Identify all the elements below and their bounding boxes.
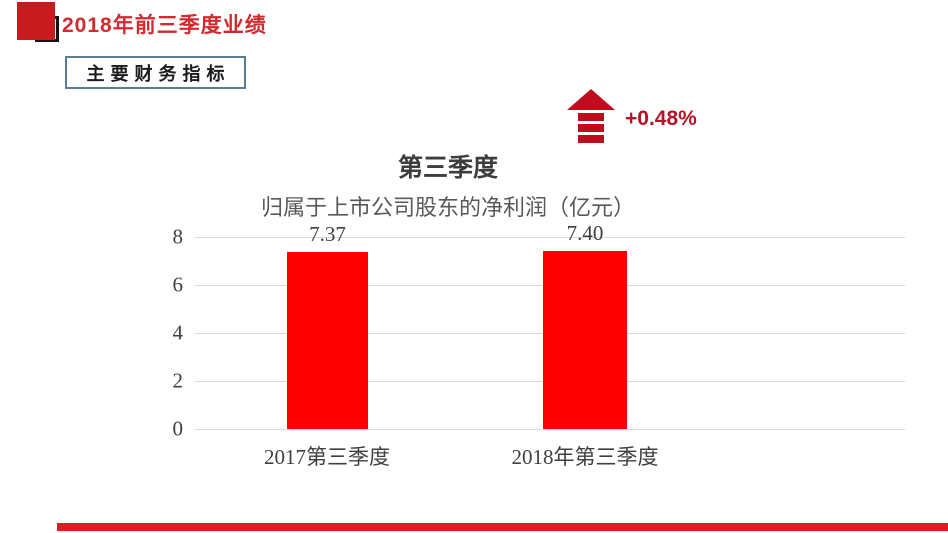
chart-header: 第三季度 归属于上市公司股东的净利润（亿元） — [0, 148, 896, 222]
bar-chart-plot-area: 8 6 4 2 0 7.37 7.40 2017第三季度 2018年第三季度 — [173, 223, 905, 469]
arrow-stripe — [578, 124, 604, 132]
slide-title: 2018年前三季度业绩 — [62, 14, 267, 37]
bar-2017-q3 — [287, 252, 368, 429]
up-arrow-icon — [567, 89, 615, 145]
section-label-box: 主要财务指标 — [65, 56, 246, 89]
bar-group-2017: 7.37 — [287, 224, 368, 429]
bar-2018-q3 — [543, 251, 627, 429]
chart-subtitle: 归属于上市公司股东的净利润（亿元） — [260, 195, 635, 220]
footer-accent-bar — [57, 523, 948, 531]
y-tick-label: 8 — [172, 224, 184, 249]
bar-value-label: 7.37 — [309, 222, 346, 247]
gridline: 8 — [173, 226, 905, 247]
chart-title: 第三季度 — [397, 155, 498, 182]
bar-group-2018: 7.40 — [543, 223, 627, 429]
section-label: 主要财务指标 — [86, 63, 231, 84]
gridline: 0 — [173, 418, 905, 439]
bar-value-label: 7.40 — [566, 221, 604, 246]
x-category-label: 2018年第三季度 — [511, 445, 659, 469]
x-category-label: 2017第三季度 — [264, 445, 390, 469]
arrow-stripe — [578, 113, 604, 121]
arrow-head — [567, 89, 615, 110]
change-percent: +0.48% — [625, 107, 697, 130]
y-tick-label: 4 — [172, 320, 184, 345]
logo-red-square — [17, 2, 55, 40]
y-tick-label: 0 — [172, 416, 184, 441]
arrow-stripe — [578, 135, 604, 143]
y-tick-label: 2 — [172, 368, 184, 393]
change-indicator: +0.48% — [567, 89, 757, 145]
y-tick-label: 6 — [172, 272, 184, 297]
slide-logo — [0, 0, 100, 60]
